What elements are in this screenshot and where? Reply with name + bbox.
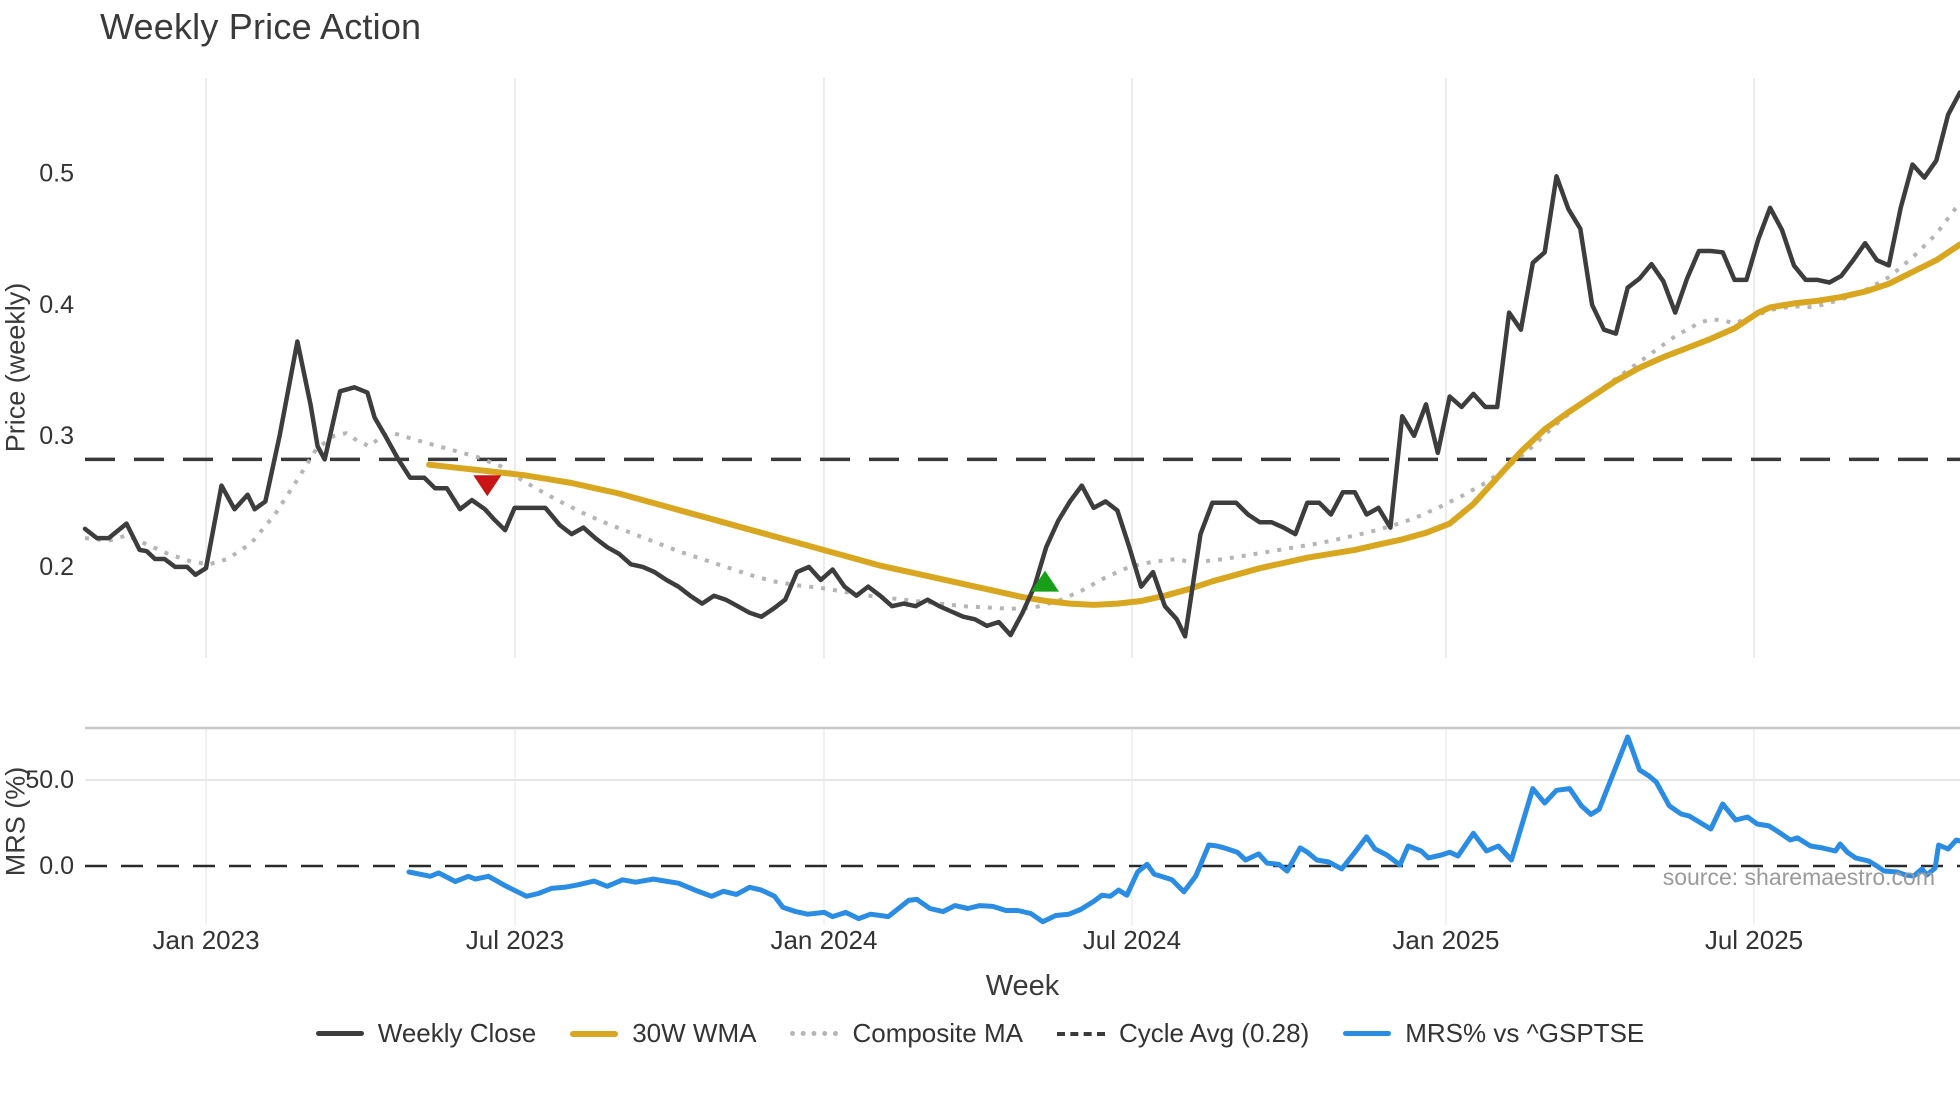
cycle-avg-swatch-icon [1056, 1031, 1105, 1036]
legend-item-weekly-close: Weekly Close [315, 1018, 537, 1049]
legend-item-30w-wma: 30W WMA [570, 1018, 756, 1049]
mrs-tick-label: 50.0 [25, 766, 74, 794]
price-tick-label: 0.2 [39, 553, 74, 581]
x-tick-label: Jan 2023 [153, 925, 260, 955]
legend-label: Cycle Avg (0.28) [1118, 1018, 1310, 1048]
mrs-tick-label: 0.0 [39, 852, 74, 880]
weekly-close-line [82, 90, 1960, 639]
legend-label: 30W WMA [632, 1018, 757, 1048]
buy-signal-marker-icon [1031, 570, 1059, 592]
weekly-close-swatch-icon [315, 1031, 364, 1036]
composite-ma-swatch-icon [790, 1031, 839, 1036]
wma-swatch-icon [570, 1030, 619, 1037]
legend-item-composite-ma: Composite MA [790, 1018, 1023, 1049]
legend-item-cycle-avg: Cycle Avg (0.28) [1056, 1018, 1310, 1049]
x-tick-label: Jul 2024 [1083, 925, 1181, 955]
composite-ma-line [84, 201, 1960, 611]
mrs-swatch-icon [1343, 1031, 1392, 1036]
x-tick-label: Jul 2025 [1705, 925, 1803, 955]
legend: Weekly Close 30W WMA Composite MA Cycle … [0, 1018, 1960, 1049]
source-note: source: sharemaestro.com [1662, 864, 1935, 890]
x-tick-label: Jan 2024 [770, 925, 877, 955]
legend-label: Composite MA [852, 1018, 1023, 1048]
page-title: Weekly Price Action [100, 6, 422, 47]
legend-label: Weekly Close [377, 1018, 537, 1048]
legend-item-mrs: MRS% vs ^GSPTSE [1343, 1018, 1644, 1049]
x-tick-label: Jul 2023 [466, 925, 564, 955]
legend-label: MRS% vs ^GSPTSE [1405, 1018, 1645, 1048]
mrs-line [406, 734, 1960, 925]
x-axis-label: Week [985, 970, 1060, 1002]
wma-line [426, 241, 1960, 608]
x-tick-label: Jan 2025 [1392, 925, 1499, 955]
price-tick-label: 0.3 [39, 422, 74, 450]
sell-signal-marker-icon [473, 475, 502, 497]
price-tick-label: 0.5 [39, 160, 74, 188]
price-tick-label: 0.4 [39, 291, 74, 319]
